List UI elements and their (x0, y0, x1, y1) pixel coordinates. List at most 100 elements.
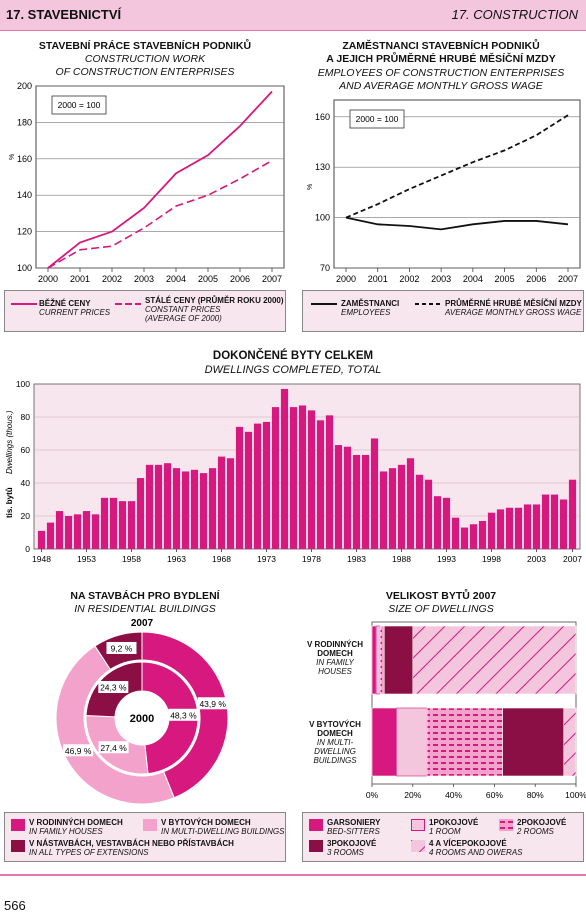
donut-hole (117, 693, 167, 743)
dwellings-bar (514, 507, 523, 549)
stacked-segment (383, 625, 414, 695)
dwellings-bar (37, 530, 46, 549)
legend-family-houses-en: IN FAMILY HOUSES (29, 827, 103, 836)
header-title-cz: 17. STAVEBNICTVÍ (6, 7, 122, 22)
x-tick-label: 1958 (122, 554, 141, 564)
legend-4rooms-swatch (411, 840, 425, 852)
dwellings-bar (91, 514, 100, 549)
x-tick-label: 2001 (70, 274, 90, 284)
dwellings-bar (208, 468, 217, 549)
panel2-subtitle2: AND AVERAGE MONTHLY GROSS WAGE (339, 80, 543, 92)
x-tick-label: 2004 (166, 274, 186, 284)
row2-label-cz2: DOMECH (317, 729, 353, 738)
value-label-bg (106, 641, 137, 654)
x-tick-label: 2003 (134, 274, 154, 284)
legend-wage-cz: PRŮMĚRNÉ HRUBÉ MĚSÍČNÍ MZDY (445, 299, 582, 308)
legend-1room-cz: 1POKOJOVÉ (429, 818, 479, 827)
x-tick-label: 1993 (437, 554, 456, 564)
stacked-segment (563, 707, 577, 777)
index-note: 2000 = 100 (356, 114, 399, 124)
panel2-legend: ZAMĚSTNANCI EMPLOYEES PRŮMĚRNÉ HRUBÉ MĚSÍ… (302, 290, 584, 332)
x-tick-label: 80% (527, 790, 544, 800)
dwellings-bar (253, 423, 262, 549)
legend-current-prices-en: CURRENT PRICES (39, 308, 111, 317)
dwellings-bar (172, 468, 181, 549)
index-note-box (51, 95, 107, 115)
panel5-subtitle: SIZE OF DWELLINGS (388, 603, 494, 615)
y-axis-label-en: Dwellings (thous.) (5, 410, 14, 474)
x-tick-label: 60% (486, 790, 503, 800)
x-tick-label: 2007 (563, 554, 582, 564)
legend-constant-prices-en2: (AVERAGE OF 2000) (145, 314, 222, 323)
dwellings-bar (370, 438, 379, 549)
y-tick-label: 100 (16, 379, 30, 389)
employees-wage-chart: 70 100 130 160 2000 2001 2002 2003 2004 2005 2006 2… (307, 99, 581, 284)
stacked-segment (502, 707, 565, 777)
stacked-segment (396, 707, 428, 777)
row1-label-en1: IN FAMILY (316, 658, 354, 667)
row1-label-en2: HOUSES (318, 667, 352, 676)
y-tick-label: 120 (17, 227, 32, 237)
legend-employees-swatch (311, 303, 337, 305)
dwellings-bar (190, 469, 199, 549)
x-tick-label: 100% (565, 790, 586, 800)
x-tick-label: 2005 (495, 274, 515, 284)
stacked-segment (426, 707, 503, 777)
dwellings-bar (352, 454, 361, 549)
dwellings-bar (397, 464, 406, 549)
row2-label-en2: DWELLING (314, 747, 356, 756)
legend-1room-swatch (411, 819, 425, 831)
series-line-1 (345, 114, 569, 219)
value-label: 43,9 % (199, 699, 226, 709)
x-tick-label: 1963 (167, 554, 186, 564)
dwellings-bar (550, 494, 559, 549)
dwellings-bar (415, 474, 424, 549)
legend-multi-dwelling-cz: V BYTOVÝCH DOMECH (161, 818, 251, 827)
y-tick-label: 70 (320, 263, 330, 273)
dwellings-bar (469, 524, 478, 549)
panel5-title: VELIKOST BYTŮ 2007 (385, 590, 497, 602)
x-tick-label: 1978 (302, 554, 321, 564)
donut-segment (55, 645, 175, 805)
x-tick-label: 2006 (526, 274, 546, 284)
dwellings-completed-chart: 0 20 40 60 80 100 1948 1953 1958 1963 1968 1973 1978… (5, 379, 582, 564)
x-tick-label: 1983 (347, 554, 366, 564)
y-tick-label: 160 (17, 154, 32, 164)
dwellings-bar (478, 520, 487, 549)
inner-year-label: 2000 (130, 713, 154, 725)
dwellings-bar (136, 478, 145, 549)
panel4-title: NA STAVBÁCH PRO BYDLENÍ (70, 590, 220, 602)
y-axis-label-cz: tis. bytů (5, 487, 14, 518)
x-tick-label: 2006 (230, 274, 250, 284)
x-tick-label: 1968 (212, 554, 231, 564)
footer-rule (0, 874, 586, 876)
y-tick-label: 100 (315, 213, 330, 223)
x-tick-label: 1953 (77, 554, 96, 564)
y-tick-label: 100 (17, 263, 32, 273)
dwellings-bar (505, 507, 514, 549)
y-tick-label: 160 (315, 112, 330, 122)
row2-label-cz1: V BYTOVÝCH (309, 720, 361, 729)
dwellings-bar (145, 464, 154, 549)
header-title-en: 17. CONSTRUCTION (451, 7, 578, 22)
dwellings-bar (487, 512, 496, 549)
x-tick-label: 2002 (102, 274, 122, 284)
dwellings-bar (163, 463, 172, 549)
value-label-bg (98, 741, 129, 754)
dwellings-bar (406, 458, 415, 549)
dwellings-bar (199, 473, 208, 549)
panel4-legend: V RODINNÝCH DOMECH IN FAMILY HOUSES V BYT… (4, 812, 286, 862)
panel2-title2: A JEJICH PRŮMĚRNÉ HRUBÉ MĚSÍČNÍ MZDY (326, 53, 556, 65)
legend-4rooms-cz: 4 A VÍCEPOKOJOVÉ (429, 839, 507, 848)
stacked-segment (371, 625, 377, 695)
legend-bedsitters-swatch (309, 819, 323, 831)
y-tick-label: 140 (17, 190, 32, 200)
dwellings-bar (235, 426, 244, 549)
dwellings-bar (154, 464, 163, 549)
legend-4rooms-en: 4 ROOMS AND OWERAS (429, 848, 523, 857)
y-tick-label: 80 (21, 412, 31, 422)
dwellings-bar (334, 445, 343, 549)
panel3-title: DOKONČENÉ BYTY CELKEM (212, 350, 374, 362)
x-tick-label: 2007 (262, 274, 282, 284)
legend-solid-line-swatch (11, 303, 37, 305)
